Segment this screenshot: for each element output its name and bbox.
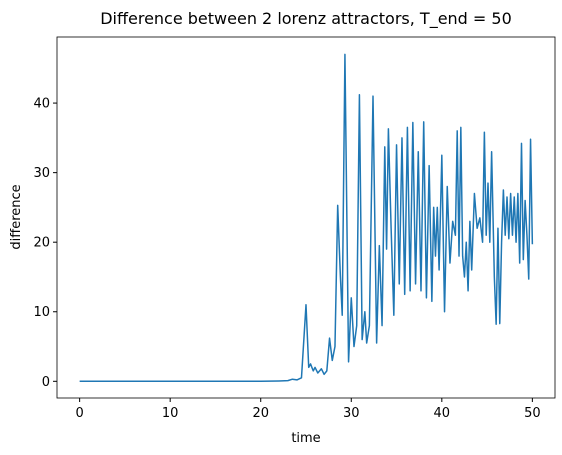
data-line xyxy=(79,53,534,383)
y-tick-label: 20 xyxy=(33,236,50,251)
x-tick-label: 0 xyxy=(75,406,83,421)
x-axis-label: time xyxy=(291,431,320,446)
plot-frame xyxy=(56,36,556,399)
y-tick-label: 40 xyxy=(33,97,50,112)
x-tick-label: 20 xyxy=(252,406,269,421)
y-tick-label: 10 xyxy=(33,305,50,320)
x-tick-label: 40 xyxy=(434,406,451,421)
chart-title: Difference between 2 lorenz attractors, … xyxy=(100,9,512,29)
y-tick-label: 30 xyxy=(33,166,50,181)
x-tick-label: 50 xyxy=(524,406,541,421)
y-tick-label: 0 xyxy=(42,375,50,390)
x-tick-label: 10 xyxy=(162,406,179,421)
x-tick-label: 30 xyxy=(343,406,360,421)
y-axis-label: difference xyxy=(9,184,24,249)
